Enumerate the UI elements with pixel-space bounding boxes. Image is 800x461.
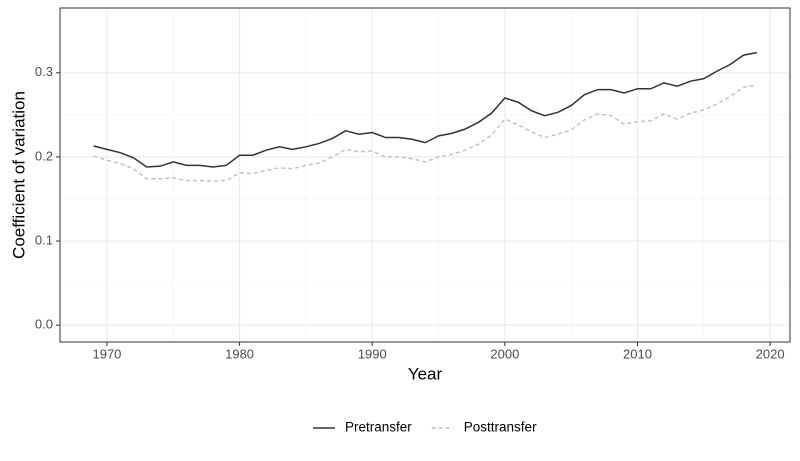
x-tick-label: 1990 xyxy=(358,346,387,361)
x-tick-label: 2010 xyxy=(623,346,652,361)
y-tick-label: 0.1 xyxy=(35,232,53,247)
legend-label: Posttransfer xyxy=(464,420,537,435)
x-axis-label: Year xyxy=(408,364,443,383)
series-line xyxy=(93,84,757,183)
x-tick-label: 2000 xyxy=(490,346,519,361)
series-line xyxy=(93,51,757,168)
y-tick-label: 0.2 xyxy=(35,148,53,163)
plot-background xyxy=(60,8,790,342)
y-axis-label: Coefficient of variation xyxy=(9,91,28,259)
y-tick-label: 0.3 xyxy=(35,64,53,79)
y-tick-label: 0.0 xyxy=(35,317,53,332)
plot-border xyxy=(59,7,791,343)
x-tick-label: 2020 xyxy=(756,346,785,361)
x-tick-label: 1980 xyxy=(225,346,254,361)
legend-label: Pretransfer xyxy=(345,420,412,435)
x-tick-label: 1970 xyxy=(92,346,121,361)
